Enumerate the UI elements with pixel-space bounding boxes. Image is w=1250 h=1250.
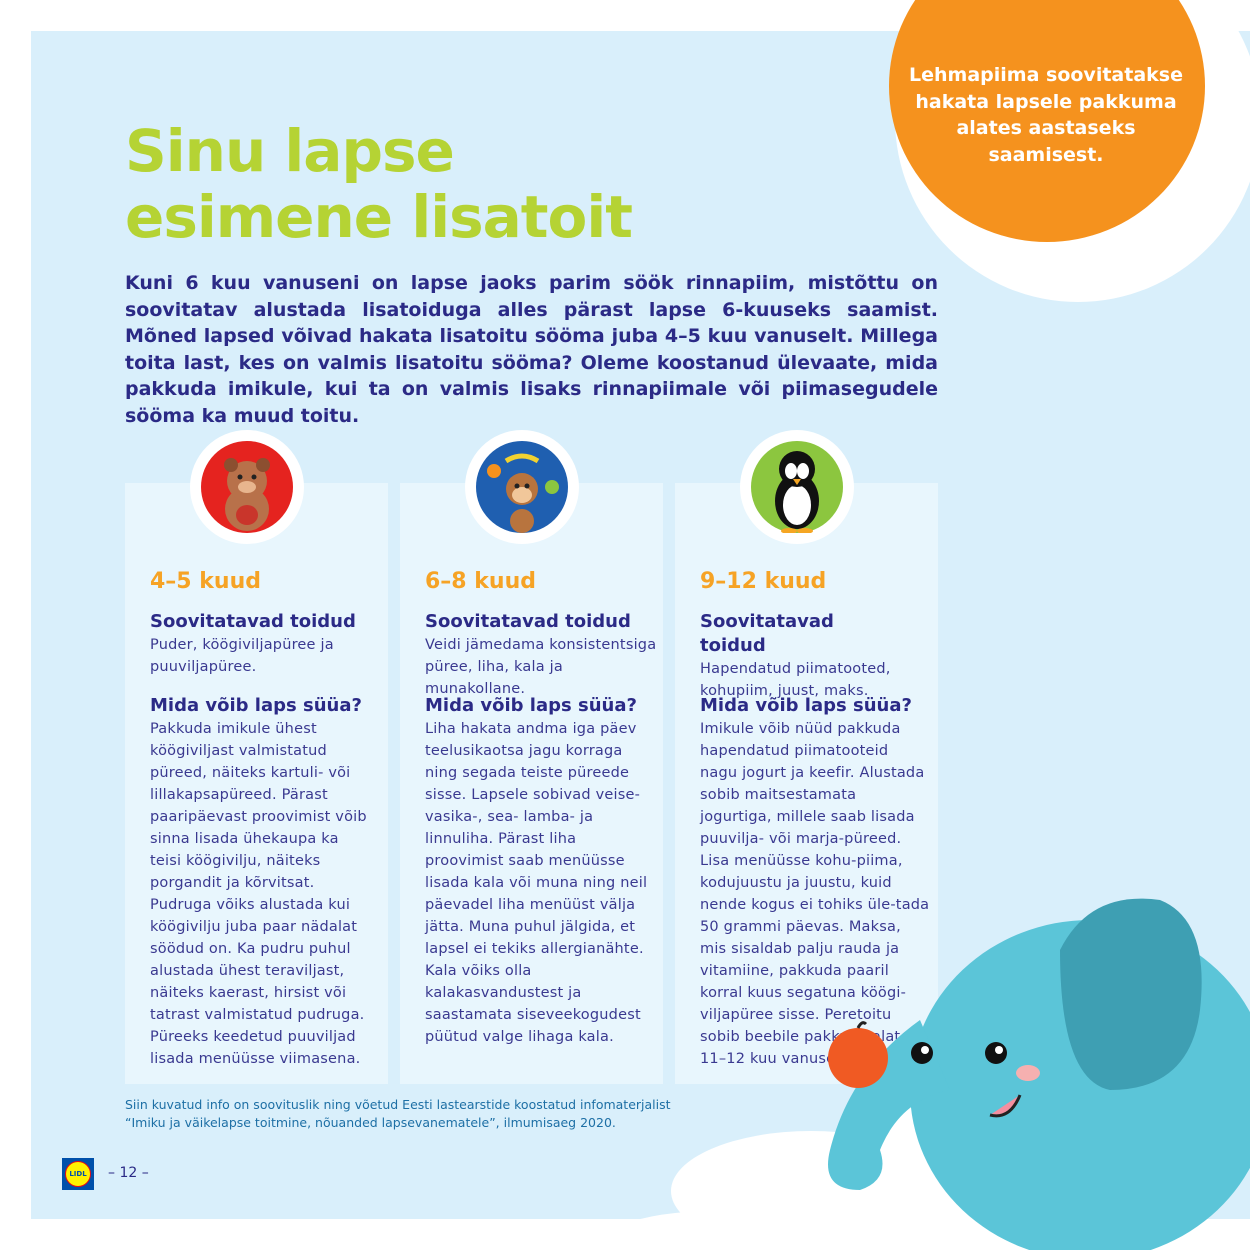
- section-heading: Mida võib laps süüa?: [700, 695, 912, 716]
- elephant-illustration: [828, 898, 1250, 1250]
- section-text: Puder, köögiviljapüree ja puuviljapüree.: [150, 637, 334, 675]
- title-line-1: Sinu lapse: [125, 117, 455, 185]
- section-text: Hapendatud piimatooted, kohupiim, juust,…: [700, 661, 891, 699]
- what-can-eat: Mida võib laps süüa? Liha hakata andma ig…: [425, 694, 655, 1048]
- section-heading: Soovitatavad toidud: [425, 611, 631, 632]
- card-9-12: [675, 483, 938, 1084]
- note-line-1: Siin kuvatud info on soovituslik ning võ…: [125, 1097, 671, 1112]
- page-number: – 12 –: [108, 1165, 149, 1181]
- section-heading: Soovitatavad toidud: [700, 611, 834, 656]
- section-heading: Soovitatavad toidud: [150, 611, 356, 632]
- recommended-foods: Soovitatavad toidud Veidi jämedama konsis…: [425, 610, 657, 700]
- source-note: Siin kuvatud info on soovituslik ning võ…: [125, 1096, 671, 1132]
- monkey-icon: [465, 430, 579, 544]
- page-title: Sinu lapse esimene lisatoit: [125, 117, 633, 251]
- section-text: Pakkuda imikule ühest köögiviljast valmi…: [150, 721, 367, 1067]
- section-heading: Mida võib laps süüa?: [150, 695, 362, 716]
- card-6-8: [400, 483, 663, 1084]
- intro-text: Kuni 6 kuu vanuseni on lapse jaoks parim…: [125, 272, 938, 427]
- section-text: Veidi jämedama konsistentsiga püree, lih…: [425, 637, 657, 697]
- lidl-logo: LIDL: [62, 1158, 94, 1190]
- age-heading: 6–8 kuud: [425, 569, 536, 594]
- title-line-2: esimene lisatoit: [125, 183, 633, 251]
- badge-text: Lehmapiima soovitatakse hakata lapsele p…: [909, 64, 1183, 166]
- note-line-2: “Imiku ja väikelapse toitmine, nõuanded …: [125, 1115, 616, 1130]
- bear-icon: [190, 430, 304, 544]
- recommended-foods: Soovitatavad toidud Puder, köögiviljapüre…: [150, 610, 365, 678]
- recommended-foods: Soovitatavad toidud Hapendatud piimatoote…: [700, 610, 900, 702]
- info-badge: [889, 0, 1205, 242]
- card-4-5: [125, 483, 388, 1084]
- logo-text: LIDL: [65, 1161, 91, 1187]
- section-text: Liha hakata andma iga päev teelusikaotsa…: [425, 721, 648, 1045]
- age-heading: 9–12 kuud: [700, 569, 827, 594]
- age-heading: 4–5 kuud: [150, 569, 261, 594]
- penguin-icon: [740, 430, 854, 544]
- what-can-eat: Mida võib laps süüa? Imikule võib nüüd pa…: [700, 694, 930, 1070]
- what-can-eat: Mida võib laps süüa? Pakkuda imikule ühes…: [150, 694, 370, 1070]
- section-heading: Mida võib laps süüa?: [425, 695, 637, 716]
- apple-icon: [828, 1028, 888, 1088]
- section-text: Imikule võib nüüd pakkuda hapendatud pii…: [700, 721, 930, 1067]
